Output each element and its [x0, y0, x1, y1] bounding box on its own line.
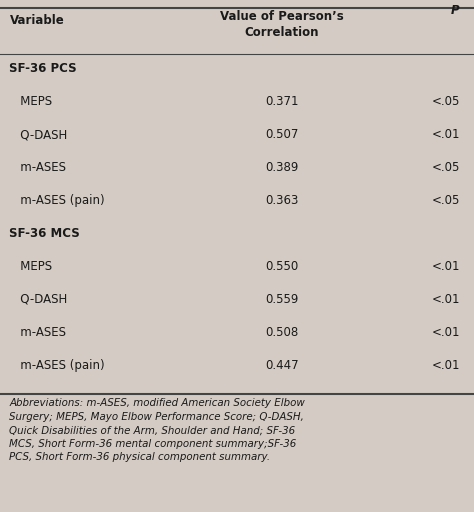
- Text: <.05: <.05: [431, 95, 460, 108]
- Text: Q-DASH: Q-DASH: [9, 293, 68, 306]
- Text: SF-36 PCS: SF-36 PCS: [9, 62, 77, 75]
- Text: <.01: <.01: [431, 293, 460, 306]
- Text: 0.371: 0.371: [265, 95, 299, 108]
- Text: m-ASES: m-ASES: [9, 326, 66, 339]
- Text: 0.550: 0.550: [265, 260, 299, 273]
- Text: SF-36 MCS: SF-36 MCS: [9, 227, 80, 240]
- Text: m-ASES (pain): m-ASES (pain): [9, 194, 105, 207]
- Text: Value of Pearson’s
Correlation: Value of Pearson’s Correlation: [220, 10, 344, 39]
- Text: P: P: [451, 4, 460, 17]
- Text: m-ASES: m-ASES: [9, 161, 66, 174]
- Text: <.01: <.01: [431, 359, 460, 372]
- Text: 0.363: 0.363: [265, 194, 299, 207]
- Text: <.05: <.05: [431, 194, 460, 207]
- Text: Abbreviations: m-ASES, modified American Society Elbow
Surgery; MEPS, Mayo Elbow: Abbreviations: m-ASES, modified American…: [9, 398, 305, 462]
- Text: Variable: Variable: [9, 14, 64, 27]
- Text: 0.507: 0.507: [265, 128, 299, 141]
- Text: <.01: <.01: [431, 326, 460, 339]
- Text: m-ASES (pain): m-ASES (pain): [9, 359, 105, 372]
- Text: <.01: <.01: [431, 128, 460, 141]
- Text: 0.508: 0.508: [265, 326, 299, 339]
- Text: MEPS: MEPS: [9, 260, 53, 273]
- Text: <.05: <.05: [431, 161, 460, 174]
- Text: 0.559: 0.559: [265, 293, 299, 306]
- Text: Q-DASH: Q-DASH: [9, 128, 68, 141]
- Text: 0.389: 0.389: [265, 161, 299, 174]
- Text: <.01: <.01: [431, 260, 460, 273]
- Text: 0.447: 0.447: [265, 359, 299, 372]
- Text: MEPS: MEPS: [9, 95, 53, 108]
